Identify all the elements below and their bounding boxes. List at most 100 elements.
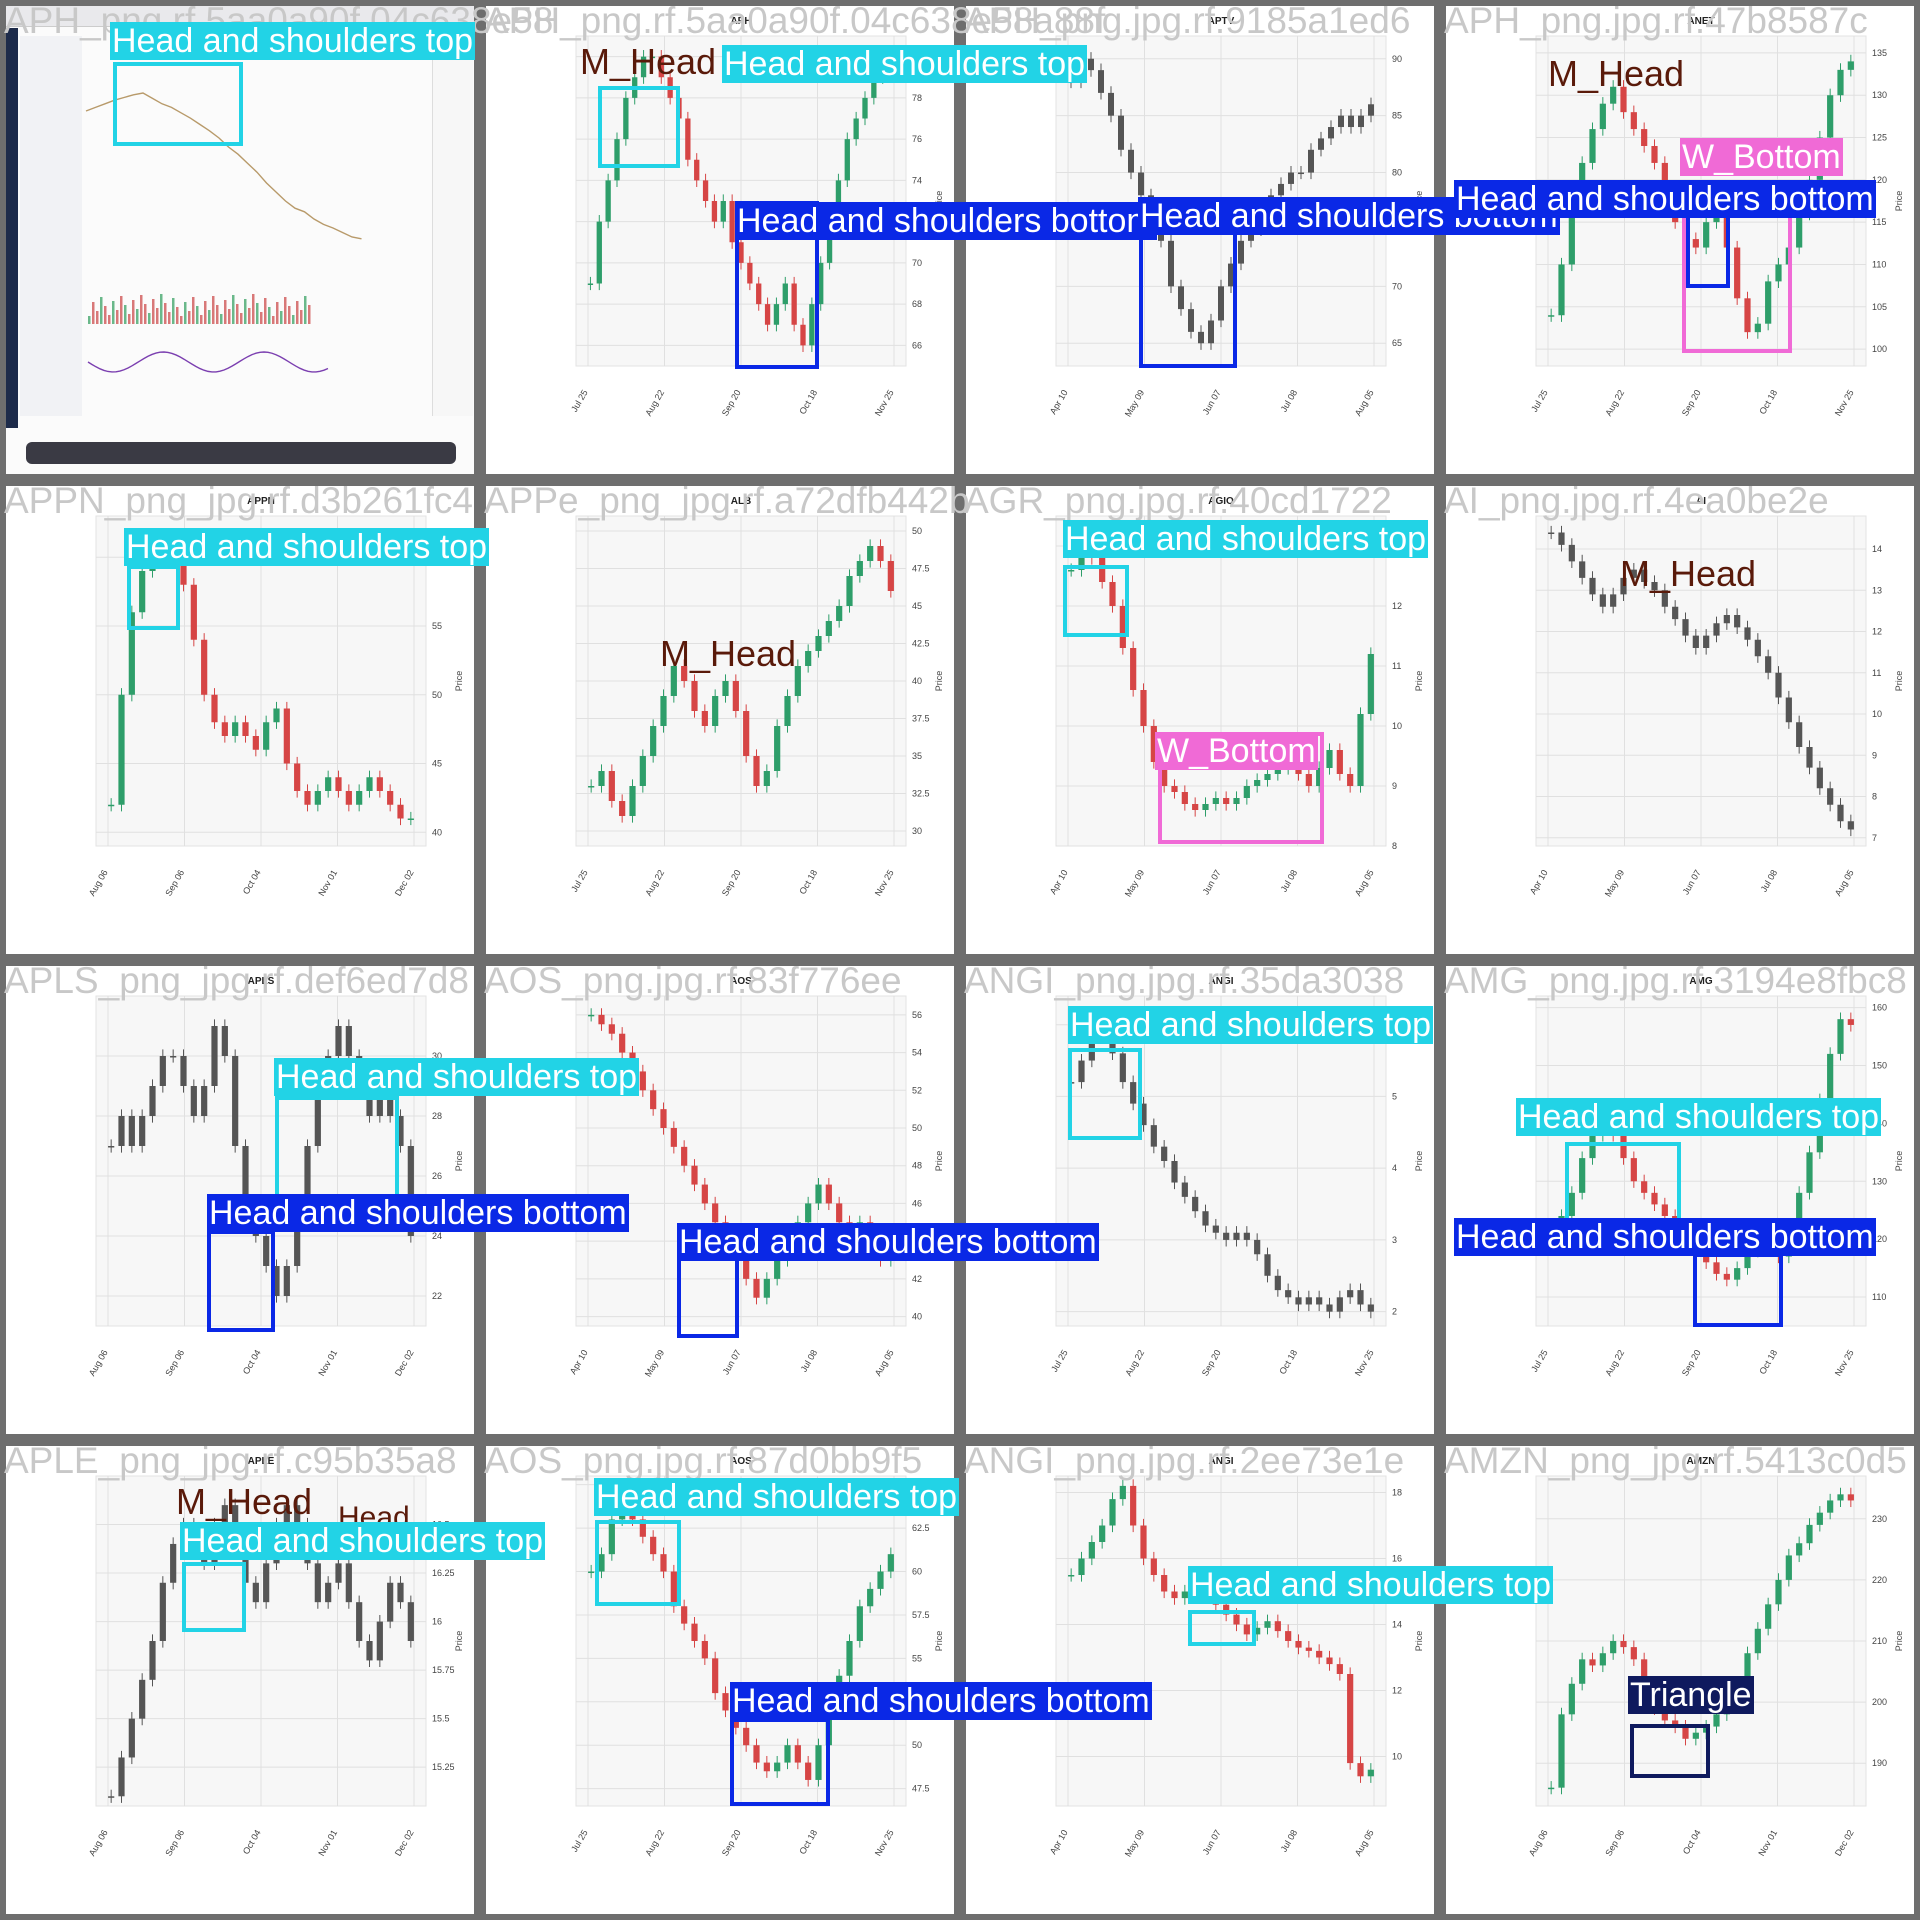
x-tick-label: Aug 22 [643, 1828, 666, 1858]
candlestick-chart-svg: ANET 100 105 110 115 120 125 130 135 Jul 25 Aug 22… [1529, 16, 1904, 418]
candle-body [1734, 1268, 1741, 1280]
candle-body [1785, 1227, 1792, 1257]
candle-body [619, 1502, 626, 1520]
grid-cell: ANGI 10 12 14 16 18 Apr 10 May 09 Jun 07 Jul 08 Au… [960, 1440, 1440, 1920]
candle-body [1268, 195, 1274, 207]
volume-bar [272, 316, 275, 324]
y-tick-label: 42 [912, 1274, 922, 1284]
candle-body [1295, 1297, 1302, 1305]
candle-body [701, 1184, 708, 1204]
x-tick-label: May 09 [1603, 868, 1626, 899]
y-tick-label: 55 [912, 1653, 922, 1663]
chart-title: ANET [1687, 16, 1714, 27]
candlestick-chart-svg: AOS 40 42 44 46 48 50 52 54 56 Apr 10 May 09 Jun 07 J… [568, 976, 944, 1379]
candle-body [1568, 1683, 1575, 1715]
y-tick-label: 4 [1392, 1163, 1397, 1173]
y-tick-label: 60 [912, 1567, 922, 1577]
candle-body [1599, 1653, 1606, 1666]
candle-body [1140, 690, 1147, 726]
x-tick-label: Nov 01 [316, 1828, 339, 1858]
candle-body [1358, 115, 1364, 128]
candle-body [756, 283, 762, 305]
candle-body [1548, 1239, 1555, 1241]
candle-body [149, 1641, 156, 1680]
y-tick-label: 130 [1872, 1176, 1887, 1186]
candle-body [887, 1241, 894, 1260]
candle-body [629, 786, 636, 816]
y-tick-label: 13 [1392, 541, 1402, 551]
candle-body [159, 1582, 166, 1641]
candle-body [1703, 1726, 1710, 1733]
grid-cell: APLS 22 24 26 28 30 Aug 06 Sep 06 Oct 04 Nov 01 De… [0, 960, 480, 1440]
candle-body [1651, 582, 1658, 591]
candle-body [221, 722, 228, 736]
candle-body [1192, 804, 1199, 810]
candle-body [1178, 286, 1184, 310]
candle-body [407, 1602, 414, 1641]
y-tick-label: 100 [1872, 344, 1887, 354]
candle-body [1630, 1158, 1637, 1182]
candle-body [629, 1052, 636, 1072]
x-tick-label: Jul 25 [1049, 1348, 1070, 1374]
x-tick-label: Dec 02 [1833, 1828, 1856, 1858]
y-tick-label: 130 [1872, 90, 1887, 100]
candlestick-chart-svg: ANGI 10 12 14 16 18 Apr 10 May 09 Jun 07 Jul 08 Au… [1048, 1456, 1424, 1859]
candle-body [608, 1024, 615, 1034]
candle-body [753, 1278, 760, 1298]
y-axis-label: Price [1894, 191, 1904, 212]
volume-bar [300, 310, 303, 324]
grid-cell: APTV 65 70 75 80 85 90 Apr 10 May 09 Jun 07 Jul 08… [960, 0, 1440, 480]
candle-body [1068, 570, 1075, 572]
candle-body [1285, 1631, 1292, 1641]
y-tick-label: 5 [1392, 1091, 1397, 1101]
y-axis-label: Price [1414, 671, 1424, 692]
candle-body [1128, 149, 1134, 173]
candle-body [1610, 1641, 1617, 1654]
volume-bar [308, 305, 311, 324]
y-tick-label: 70 [912, 258, 922, 268]
candle-body [1130, 648, 1137, 690]
candle-body [1150, 1125, 1157, 1147]
y-tick-label: 16.5 [432, 1520, 450, 1530]
candle-body [1610, 1117, 1617, 1135]
y-tick-label: 66 [912, 340, 922, 350]
candle-body [1238, 240, 1244, 264]
candlestick-chart-svg: AOS 47.5 50 52.5 55 57.5 60 62.5 65 Jul 25 Aug 22 S… [569, 1456, 944, 1858]
candle-body [825, 621, 832, 636]
x-tick-label: Jul 08 [1279, 868, 1300, 894]
x-tick-label: Sep 20 [1680, 1348, 1703, 1378]
chart-panel: AMZN 190 200 210 220 230 Aug 06 Sep 06 Oct 04 Nov… [1446, 1446, 1914, 1914]
volume-bar [216, 305, 219, 324]
y-tick-label: 8 [1872, 792, 1877, 802]
candle-body [1305, 1647, 1312, 1651]
x-tick-label: Aug 22 [1123, 1348, 1146, 1378]
candle-body [1368, 104, 1374, 116]
y-tick-label: 80 [912, 52, 922, 62]
candle-body [1068, 1575, 1075, 1577]
candle-body [1816, 137, 1823, 180]
candle-body [825, 1184, 832, 1204]
candle-body [701, 1641, 708, 1659]
x-tick-label: Oct 18 [1757, 388, 1779, 416]
y-tick-label: 15.5 [432, 1714, 450, 1724]
candle-body [658, 56, 664, 78]
candle-body [211, 694, 218, 723]
y-tick-label: 9 [1872, 750, 1877, 760]
candle-body [815, 636, 822, 651]
candle-body [1188, 309, 1194, 332]
volume-bar [164, 303, 167, 324]
volume-bar [88, 316, 91, 324]
y-tick-label: 62.5 [912, 1523, 930, 1533]
x-tick-label: Sep 20 [720, 388, 743, 418]
candle-body [867, 546, 874, 561]
y-tick-label: 30 [432, 1051, 442, 1061]
candlestick-chart-svg: APLE 15.25 15.5 15.75 16 16.25 16.5 Aug 06 Sep 0… [87, 1456, 464, 1858]
candle-body [702, 180, 709, 201]
x-tick-label: Aug 06 [87, 868, 110, 898]
chart-title: ANGI [1209, 1456, 1234, 1467]
candle-body [1198, 331, 1204, 344]
candle-body [1620, 577, 1627, 595]
y-axis-label: Price [1414, 191, 1424, 212]
volume-bar [264, 298, 267, 324]
volume-bar [136, 309, 139, 324]
